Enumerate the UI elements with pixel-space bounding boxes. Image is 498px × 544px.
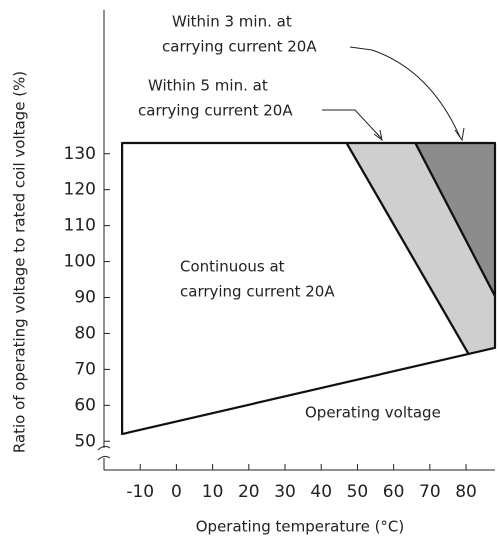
arrow-5min	[322, 109, 382, 139]
x-tick-label: 20	[238, 482, 260, 502]
region-label: Within 3 min. at	[172, 13, 292, 31]
arrow-3min	[349, 46, 461, 138]
x-tick-label: 10	[202, 482, 224, 502]
x-tick-label: 30	[274, 482, 296, 502]
region-label: Continuous at	[180, 258, 285, 276]
y-tick-label: 120	[64, 180, 96, 200]
y-tick-label: 110	[64, 216, 96, 236]
region-label: carrying current 20A	[162, 38, 317, 56]
annotation: Operating voltage	[305, 404, 441, 422]
region-label: carrying current 20A	[138, 102, 293, 120]
y-tick-label: 90	[74, 288, 96, 308]
y-tick-label: 50	[74, 431, 96, 451]
arrow-head	[454, 127, 465, 142]
x-tick-label: -10	[126, 482, 154, 502]
x-tick-label: 40	[310, 482, 332, 502]
y-tick-label: 70	[74, 359, 96, 379]
region	[414, 141, 497, 298]
x-tick-label: 0	[171, 482, 182, 502]
y-tick-label: 130	[64, 144, 96, 164]
axis-break	[97, 445, 111, 461]
y-tick-label: 60	[74, 395, 96, 415]
y-tick-label: 80	[74, 323, 96, 343]
y-tick-label: 100	[64, 252, 96, 272]
region-label: carrying current 20A	[180, 283, 335, 301]
region-label: Within 5 min. at	[148, 77, 268, 95]
y-axis-label: Ratio of operating voltage to rated coil…	[11, 71, 29, 453]
x-tick-label: 70	[419, 482, 441, 502]
arrow-head	[373, 129, 383, 142]
x-tick-label: 60	[383, 482, 405, 502]
x-axis-label: Operating temperature (°C)	[196, 518, 405, 536]
arrows	[322, 46, 465, 142]
x-tick-label: 50	[347, 482, 369, 502]
x-tick-label: 80	[455, 482, 477, 502]
region	[345, 141, 497, 356]
